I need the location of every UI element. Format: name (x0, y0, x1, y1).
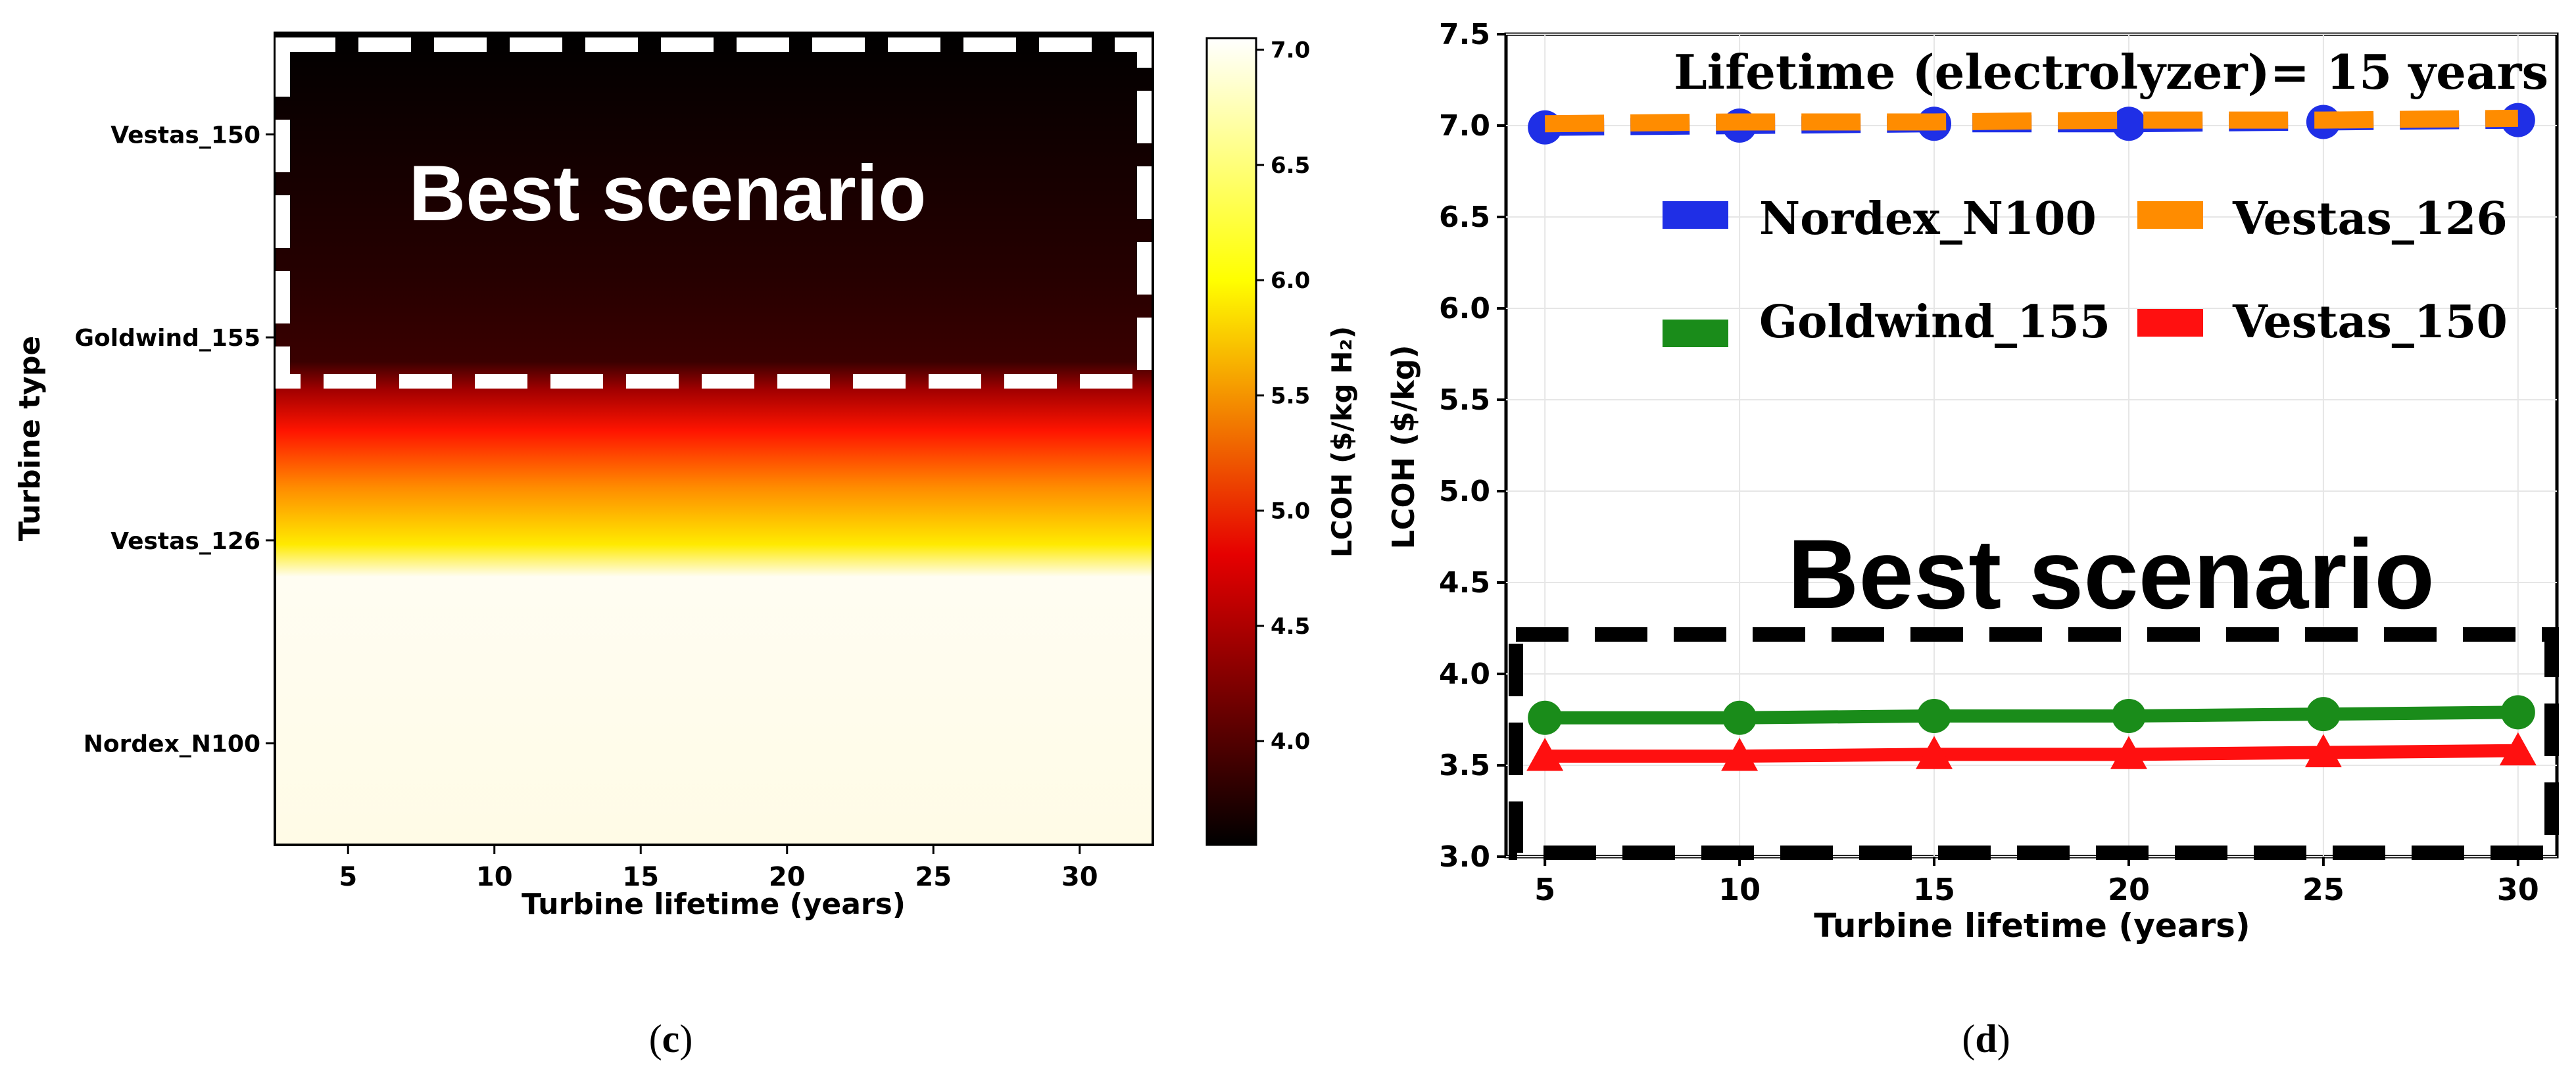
line-y-tick-label: 7.0 (1439, 109, 1490, 143)
heatmap-x-tick-label: 20 (769, 862, 806, 892)
series-line-goldwind-155 (1545, 705, 2518, 725)
series-point-vestas-150 (2499, 732, 2537, 766)
heatmap-x-tick-label: 15 (622, 862, 659, 892)
line-legend: Nordex_N100 Vestas_126 Goldwind_155 Vest… (1663, 193, 2508, 348)
line-x-tick-label: 5 (1534, 872, 1555, 907)
heatmap-y-tick-label: Nordex_N100 (84, 731, 260, 758)
series-point-goldwind-155 (1528, 700, 1563, 735)
line-plot-frame (1504, 32, 2559, 859)
colorbar-tick-label: 6.5 (1271, 153, 1310, 179)
line-y-tick-label: 5.0 (1439, 475, 1490, 508)
heatmap-y-tick-label: Goldwind_155 (74, 325, 260, 352)
line-y-ticks: 3.0 3.5 4.0 4.5 5.0 5.5 6.0 6.5 7.0 7.5 (1439, 18, 1506, 874)
series-point-vestas-150 (1721, 738, 1759, 771)
legend-label-vestas126: Vestas_126 (2232, 193, 2508, 245)
line-y-tick-label: 4.0 (1439, 657, 1490, 691)
legend-label-vestas150: Vestas_150 (2232, 296, 2508, 348)
line-x-label: Turbine lifetime (years) (1814, 907, 2250, 945)
series-line-vestas-126 (1545, 109, 2518, 133)
heatmap-y-label: Turbine type (13, 336, 47, 541)
heatmap-field (274, 32, 1154, 846)
line-y-tick-label: 6.0 (1439, 292, 1490, 325)
line-y-tick-label: 3.5 (1439, 749, 1490, 782)
colorbar-tick-label: 5.5 (1271, 383, 1310, 409)
heatmap-best-scenario-label: Best scenario (408, 149, 926, 237)
series-point-vestas-150 (1526, 738, 1564, 771)
colorbar-gradient (1205, 37, 1257, 846)
series-point-goldwind-155 (2111, 698, 2146, 733)
series-point-vestas-150 (1916, 736, 1953, 769)
legend-swatch-goldwind (1663, 320, 1728, 347)
line-y-tick-label: 3.0 (1439, 840, 1490, 874)
legend-label-goldwind: Goldwind_155 (1759, 296, 2110, 348)
line-title: Lifetime (electrolyzer)= 15 years (1674, 44, 2548, 100)
series-point-vestas-150 (2110, 736, 2147, 769)
colorbar-tick-label: 7.0 (1271, 37, 1310, 64)
colorbar-tick-label: 6.0 (1271, 268, 1310, 294)
heatmap-panel: 5 10 15 20 25 30 Vestas_150Goldwind_155Vestas… (13, 32, 1154, 921)
line-series-group (1526, 103, 2537, 771)
heatmap-x-label: Turbine lifetime (years) (522, 888, 906, 921)
colorbar-tick-label: 4.0 (1271, 728, 1310, 755)
colorbar-tick-label: 5.0 (1271, 498, 1310, 525)
line-y-tick-label: 5.5 (1439, 383, 1490, 417)
line-y-label: LCOH ($/kg) (1386, 345, 1421, 549)
heatmap-x-tick-label: 30 (1061, 862, 1098, 892)
heatmap-x-tick-label: 5 (339, 862, 357, 892)
series-point-goldwind-155 (2500, 695, 2535, 730)
line-y-tick-label: 4.5 (1439, 566, 1490, 600)
series-line-vestas-150 (1545, 744, 2518, 763)
heatmap-y-tick-label: Vestas_150 (110, 122, 260, 149)
line-panel: 3.0 3.5 4.0 4.5 5.0 5.5 6.0 6.5 7.0 7.5 5 10 15 20 25… (1386, 18, 2559, 945)
heatmap-y-ticks: Vestas_150 Goldwind_155 Vestas_126 Nordex_N… (74, 122, 275, 758)
line-best-scenario-box (1509, 627, 2559, 860)
heatmap-x-tick-label: 25 (915, 862, 952, 892)
series-point-vestas-150 (2304, 734, 2342, 767)
series-point-nordex-n100 (2111, 107, 2146, 141)
line-best-scenario-label: Best scenario (1787, 519, 2435, 629)
heatmap-x-ticks: 5 10 15 20 25 30 (339, 845, 1098, 892)
line-x-ticks: 5 10 15 20 25 30 (1534, 857, 2539, 907)
heatmap-x-tick-label: 10 (476, 862, 513, 892)
line-y-tick-label: 7.5 (1439, 18, 1490, 51)
colorbar: 4.0 4.5 5.0 5.5 6.0 6.5 7.0 LCOH ($/kg H₂) (1205, 37, 1358, 846)
colorbar-tick-label: 4.5 (1271, 613, 1310, 640)
legend-swatch-vestas126 (2137, 201, 2203, 229)
colorbar-ticks: 4.0 4.5 5.0 5.5 6.0 6.5 7.0 (1256, 37, 1310, 755)
series-point-goldwind-155 (2306, 697, 2341, 732)
legend-swatch-nordex (1663, 201, 1728, 229)
line-y-tick-label: 6.5 (1439, 201, 1490, 234)
panel-c-caption: (c) (649, 1017, 693, 1061)
line-x-tick-label: 20 (2108, 872, 2150, 907)
panel-d-caption: (d) (1962, 1017, 2010, 1061)
heatmap-y-tick-label: Vestas_126 (110, 528, 260, 555)
legend-label-nordex: Nordex_N100 (1759, 193, 2097, 245)
line-x-tick-label: 25 (2302, 872, 2345, 907)
legend-swatch-vestas150 (2137, 309, 2203, 337)
line-x-tick-label: 10 (1718, 872, 1761, 907)
line-x-tick-label: 15 (1913, 872, 1955, 907)
heatmap-best-scenario-box (276, 37, 1152, 389)
line-x-tick-label: 30 (2497, 872, 2539, 907)
colorbar-label: LCOH ($/kg H₂) (1326, 326, 1358, 558)
series-point-goldwind-155 (1722, 700, 1757, 735)
series-point-goldwind-155 (1917, 698, 1952, 733)
